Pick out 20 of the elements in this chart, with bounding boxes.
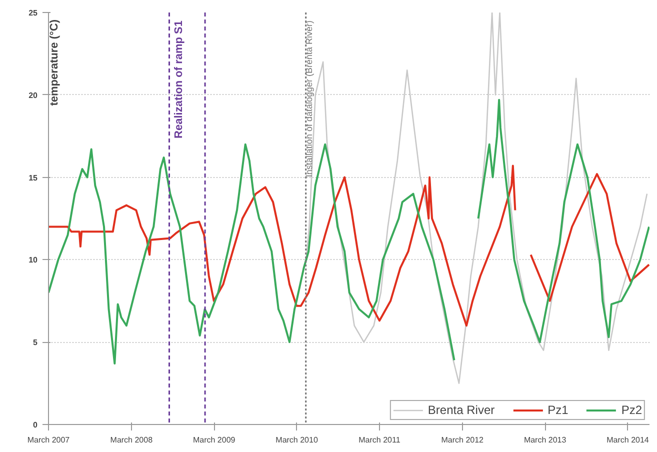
x-tick-label: March 2010: [276, 436, 318, 444]
x-tick-label: March 2011: [358, 436, 401, 444]
y-axis-title: temperature (°C): [48, 19, 60, 106]
y-tick-label: 15: [28, 173, 38, 182]
legend-label: Brenta River: [428, 403, 495, 417]
x-tick-label: March 2012: [441, 436, 484, 444]
x-tick-label: March 2009: [192, 436, 236, 444]
x-tick-label: March 2013: [524, 436, 567, 444]
y-tick-label: 20: [28, 90, 38, 100]
x-tick-label: March 2008: [110, 436, 154, 444]
legend-label: Pz2: [621, 403, 642, 417]
x-tick-label: March 2007: [27, 436, 70, 444]
ref-line-label: Realization of ramp S1: [173, 20, 186, 138]
y-tick-label: 10: [28, 256, 38, 265]
y-tick-label: 5: [33, 338, 38, 348]
legend-label: Pz1: [548, 403, 568, 417]
x-tick-label: March 2014: [606, 436, 650, 444]
y-tick-label: 0: [33, 420, 38, 430]
line-series: [305, 12, 648, 384]
y-tick-label: 25: [28, 8, 38, 18]
